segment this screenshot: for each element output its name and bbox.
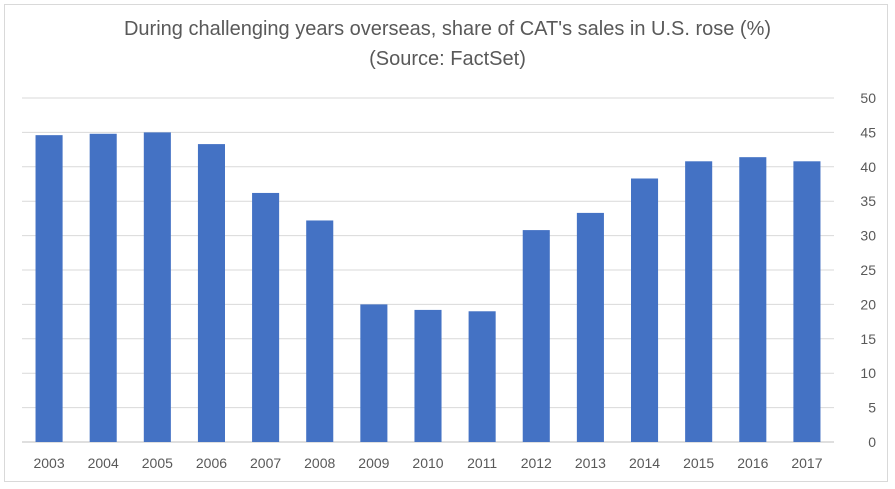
- x-tick-label: 2016: [737, 455, 768, 471]
- x-tick-label: 2003: [33, 455, 64, 471]
- bar-2007: [252, 192, 280, 442]
- chart-subtitle: (Source: FactSet): [369, 48, 526, 70]
- bar-2004: [89, 133, 117, 442]
- bars: [35, 132, 821, 443]
- chart-title: During challenging years overseas, share…: [123, 18, 772, 40]
- y-tick-label: 10: [860, 365, 876, 381]
- y-tick-label: 15: [860, 331, 876, 347]
- y-tick-label: 30: [860, 228, 876, 244]
- bar-2016: [739, 157, 767, 442]
- bar-2010: [414, 309, 442, 442]
- x-tick-label: 2008: [304, 455, 335, 471]
- x-tick-label: 2017: [791, 455, 822, 471]
- x-tick-label: 2011: [467, 455, 497, 471]
- y-tick-label: 25: [860, 262, 876, 278]
- bar-2005: [143, 132, 171, 442]
- chart-title-block: During challenging years overseas, share…: [0, 14, 895, 74]
- x-tick-label: 2007: [250, 455, 281, 471]
- x-tick-label: 2012: [521, 455, 552, 471]
- bar-2017: [793, 161, 821, 442]
- bar-2011: [468, 311, 496, 442]
- y-tick-label: 50: [860, 90, 876, 106]
- y-tick-label: 0: [868, 434, 876, 450]
- x-tick-labels: 2003 2004 2005 2006 2007 2008 2009 2010 2011 2012…: [33, 455, 822, 471]
- x-tick-label: 2009: [358, 455, 389, 471]
- y-tick-label: 5: [868, 400, 876, 416]
- bar-2012: [522, 230, 550, 442]
- bar-2014: [631, 178, 659, 442]
- x-tick-label: 2014: [629, 455, 660, 471]
- bar-2006: [197, 144, 225, 442]
- x-tick-label: 2005: [142, 455, 173, 471]
- y-tick-label: 40: [860, 159, 876, 175]
- x-tick-label: 2010: [412, 455, 443, 471]
- bar-2009: [360, 304, 388, 442]
- bar-2015: [685, 161, 713, 442]
- bar-2008: [306, 220, 334, 442]
- y-tick-label: 35: [860, 193, 876, 209]
- x-tick-label: 2006: [196, 455, 227, 471]
- y-tick-labels: 0 5 10 15 20 25 30 35 40 45 50: [860, 90, 876, 450]
- y-tick-label: 20: [860, 296, 876, 312]
- bar-2013: [576, 212, 604, 442]
- bar-2003: [35, 135, 63, 443]
- y-tick-label: 45: [860, 124, 876, 140]
- x-tick-label: 2004: [88, 455, 119, 471]
- x-tick-label: 2015: [683, 455, 714, 471]
- x-tick-label: 2013: [575, 455, 606, 471]
